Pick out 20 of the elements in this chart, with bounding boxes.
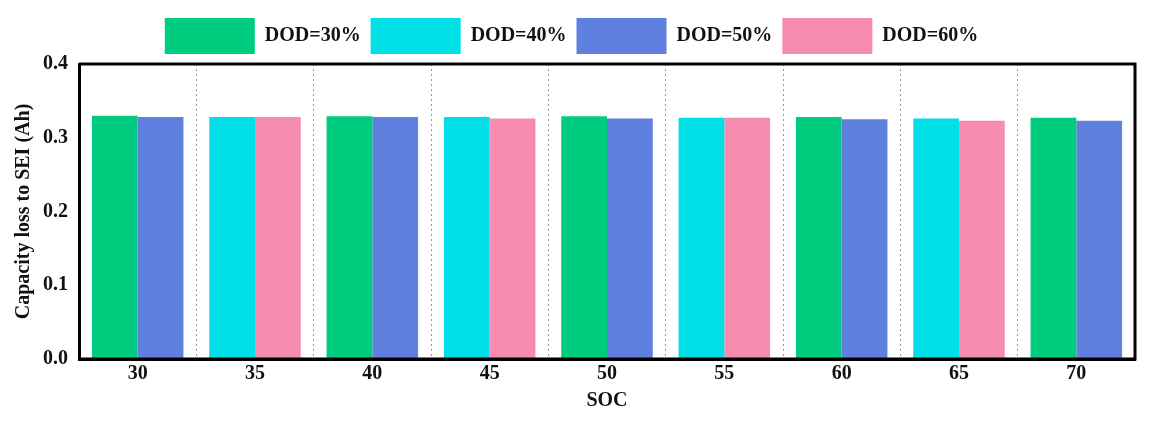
y-tick-label: 0.0 (43, 346, 68, 369)
y-tick-label: 0.4 (43, 51, 68, 74)
legend-label: DOD=50% (676, 23, 773, 46)
y-axis-title: Capacity loss to SEI (Ah) (11, 103, 35, 320)
x-axis-title: SOC (586, 388, 628, 411)
x-tick-label: 45 (479, 361, 500, 384)
legend-label: DOD=30% (264, 23, 361, 46)
x-tick-label: 40 (362, 361, 383, 384)
legend-label: DOD=40% (470, 23, 567, 46)
x-tick-label: 60 (831, 361, 852, 384)
y-tick-label: 0.3 (43, 124, 68, 147)
x-tick-label: 65 (949, 361, 969, 384)
x-tick-label: 30 (127, 361, 148, 384)
x-tick-label: 50 (597, 361, 617, 384)
x-tick-label: 70 (1066, 361, 1087, 384)
x-tick-label: 35 (245, 361, 265, 384)
x-tick-label: 55 (714, 361, 735, 384)
y-tick-label: 0.1 (43, 272, 68, 295)
y-tick-label: 0.2 (43, 198, 68, 221)
legend-label: DOD=60% (882, 23, 979, 46)
